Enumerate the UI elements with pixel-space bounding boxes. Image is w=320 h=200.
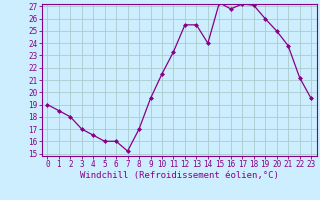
- X-axis label: Windchill (Refroidissement éolien,°C): Windchill (Refroidissement éolien,°C): [80, 171, 279, 180]
